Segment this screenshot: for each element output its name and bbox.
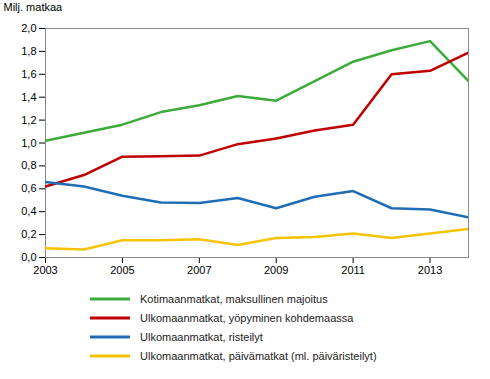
html-text:Ulkomaanmatkat, risteilyt: Ulkomaanmatkat, risteilyt	[140, 330, 263, 343]
svg-text:1,4: 1,4	[21, 91, 36, 103]
svg-text:2003: 2003	[33, 264, 57, 276]
html-text:Ulkomaanmatkat, yöpyminen kohd: Ulkomaanmatkat, yöpyminen kohdemaassa	[140, 311, 354, 324]
svg-text:2007: 2007	[187, 264, 211, 276]
svg-text:0,0: 0,0	[21, 251, 36, 263]
html-text:Ulkomaanmatkat, päivämatkat (m: Ulkomaanmatkat, päivämatkat (ml. päiväri…	[140, 349, 377, 362]
svg-text:2005: 2005	[110, 264, 134, 276]
svg-text:0,4: 0,4	[21, 205, 36, 217]
svg-text:0,6: 0,6	[21, 182, 36, 194]
svg-text:0,2: 0,2	[21, 228, 36, 240]
svg-text:2009: 2009	[264, 264, 288, 276]
svg-text:1,8: 1,8	[21, 45, 36, 57]
svg-text:1,6: 1,6	[21, 68, 36, 80]
svg-text:2011: 2011	[341, 264, 365, 276]
svg-text:Milj. matkaa: Milj. matkaa	[4, 1, 64, 13]
html-text:Kotimaanmatkat, maksullinen ma: Kotimaanmatkat, maksullinen majoitus	[140, 292, 328, 305]
svg-text:0,8: 0,8	[21, 159, 36, 171]
svg-text:1,2: 1,2	[21, 114, 36, 126]
svg-text:1,0: 1,0	[21, 137, 36, 149]
svg-text:2013: 2013	[418, 264, 442, 276]
svg-text:2,0: 2,0	[21, 22, 36, 34]
